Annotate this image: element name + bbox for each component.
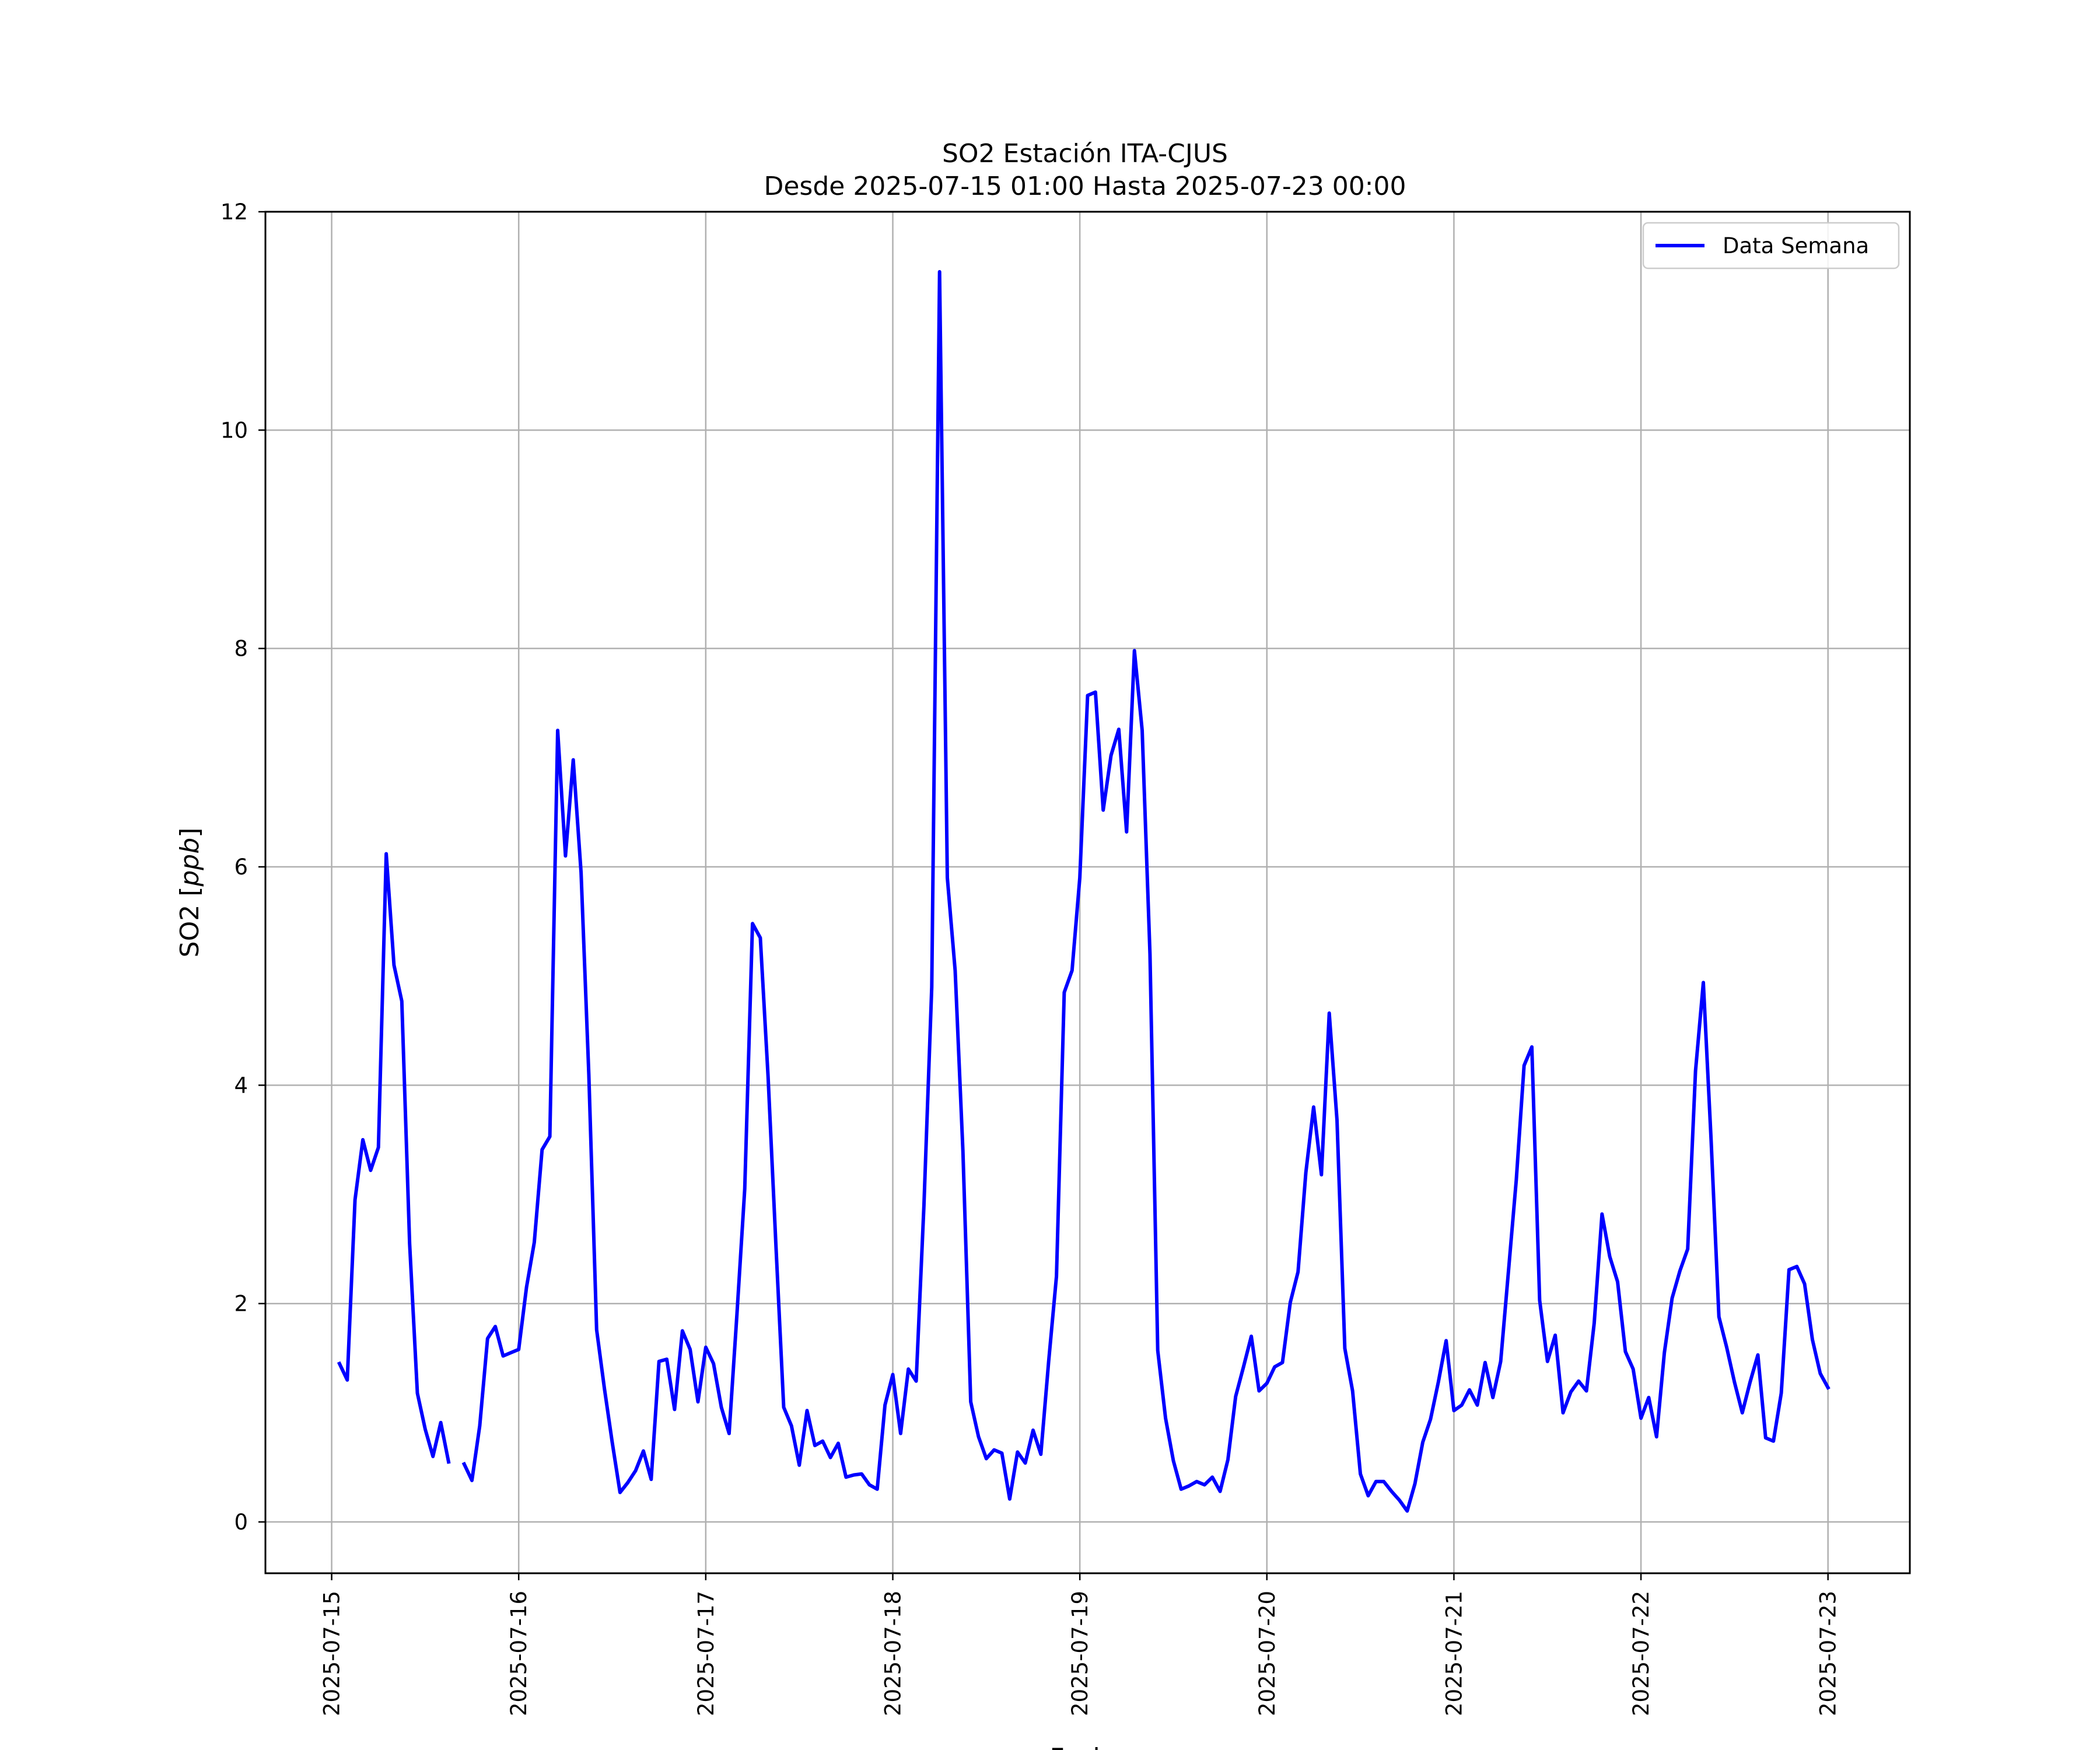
y-axis-label-prefix: SO2 [ <box>175 887 205 958</box>
y-axis-label-suffix: ] <box>175 828 205 838</box>
chart-title: SO2 Estación ITA-CJUS <box>942 139 1228 169</box>
y-axis: 0 2 4 6 8 10 12 <box>220 200 265 1535</box>
series-line <box>461 270 1831 1513</box>
x-tick-label: 2025-07-16 <box>506 1591 531 1716</box>
x-tick-label: 2025-07-23 <box>1816 1591 1841 1716</box>
x-axis: 2025-07-15 2025-07-16 2025-07-17 2025-07-18… <box>320 1573 1841 1716</box>
y-axis-label: SO2 [ppb] <box>175 828 205 958</box>
series-layer <box>337 270 1831 1513</box>
y-tick-label: 10 <box>220 418 248 443</box>
y-tick-label: 0 <box>234 1510 248 1535</box>
x-tick-label: 2025-07-19 <box>1068 1591 1093 1716</box>
legend: Data Semana <box>1642 222 1900 270</box>
x-tick-label: 2025-07-22 <box>1629 1591 1654 1716</box>
x-axis-label: Fecha <box>1049 1743 1125 1750</box>
x-tick-label: 2025-07-15 <box>320 1591 345 1716</box>
x-tick-label: 2025-07-21 <box>1441 1591 1466 1716</box>
x-tick-label: 2025-07-17 <box>694 1591 719 1716</box>
y-tick-label: 2 <box>234 1292 248 1317</box>
x-tick-label: 2025-07-20 <box>1255 1591 1280 1716</box>
y-tick-label: 12 <box>220 200 248 225</box>
plot-area-frame <box>264 211 1911 1574</box>
y-tick-label: 8 <box>234 636 248 662</box>
series-line <box>337 852 451 1464</box>
y-tick-label: 4 <box>234 1073 248 1098</box>
x-tick-label: 2025-07-18 <box>880 1591 905 1716</box>
legend-label: Data Semana <box>1723 233 1869 258</box>
chart-subtitle: Desde 2025-07-15 01:00 Hasta 2025-07-23 … <box>764 172 1406 201</box>
y-axis-label-unit: ppb <box>175 838 205 887</box>
legend-box <box>1642 222 1900 270</box>
y-tick-label: 6 <box>234 855 248 880</box>
